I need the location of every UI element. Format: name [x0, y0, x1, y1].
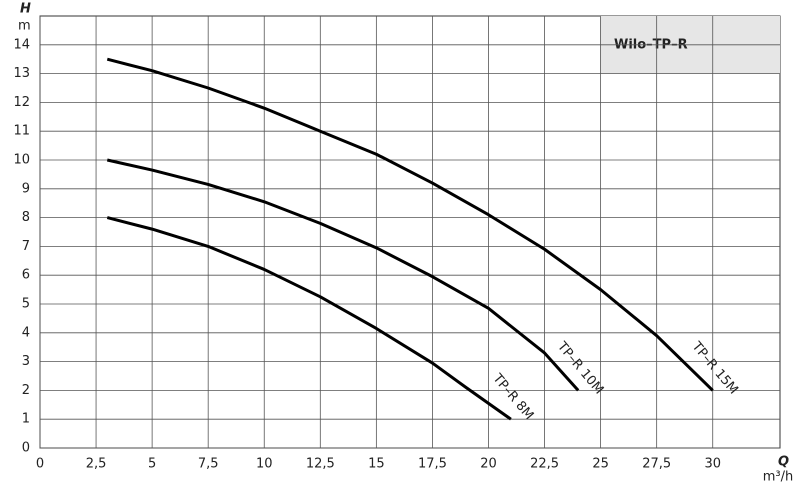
- y-tick-label: 3: [22, 354, 30, 369]
- x-tick-label: 12,5: [306, 457, 335, 472]
- x-tick-label: 15: [368, 457, 385, 472]
- x-tick-label: 25: [592, 457, 609, 472]
- y-axis-label: H: [20, 2, 31, 17]
- y-tick-label: 10: [13, 153, 30, 168]
- y-tick-label: 11: [13, 124, 30, 139]
- plot-frame: [39, 15, 781, 449]
- y-tick-label: 4: [22, 325, 30, 340]
- y-tick-label: 9: [22, 181, 30, 196]
- y-tick-label: 7: [22, 239, 30, 254]
- x-tick-label: 0: [36, 457, 44, 472]
- y-tick-label: 0: [22, 441, 30, 456]
- x-tick-label: 22,5: [530, 457, 559, 472]
- x-axis-unit: m³/h: [763, 470, 794, 485]
- curve: [106, 158, 580, 392]
- x-tick-label: 5: [148, 457, 156, 472]
- x-tick-label: 27,5: [642, 457, 671, 472]
- y-tick-label: 5: [22, 297, 30, 312]
- y-tick-label: 6: [22, 268, 30, 283]
- x-tick-label: 30: [704, 457, 721, 472]
- curve: [106, 57, 714, 392]
- y-tick-label: 14: [13, 37, 30, 52]
- x-tick-label: 7,5: [198, 457, 219, 472]
- y-axis-unit: m: [18, 19, 31, 34]
- x-tick-label: 17,5: [418, 457, 447, 472]
- y-tick-label: 1: [22, 412, 30, 427]
- curve: [106, 216, 512, 421]
- y-tick-label: 12: [13, 95, 30, 110]
- y-tick-label: 8: [22, 210, 30, 225]
- y-tick-label: 2: [22, 383, 30, 398]
- x-tick-label: 20: [480, 457, 497, 472]
- x-axis-label: Q: [778, 455, 789, 470]
- x-tick-label: 2,5: [86, 457, 107, 472]
- x-tick-label: 10: [256, 457, 273, 472]
- y-tick-label: 13: [13, 66, 30, 81]
